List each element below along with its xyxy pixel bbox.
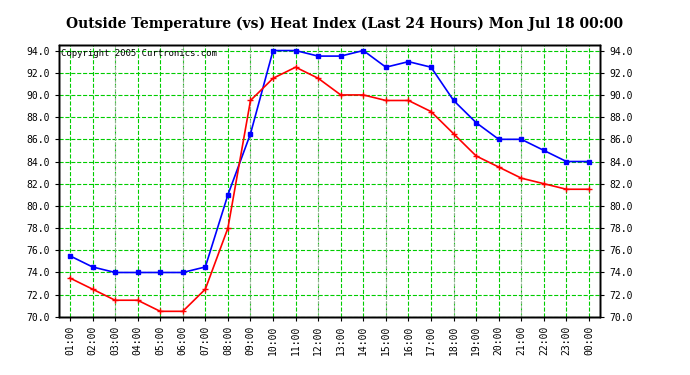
Text: Outside Temperature (vs) Heat Index (Last 24 Hours) Mon Jul 18 00:00: Outside Temperature (vs) Heat Index (Las… bbox=[66, 17, 624, 31]
Text: Copyright 2005 Curtronics.com: Copyright 2005 Curtronics.com bbox=[61, 49, 217, 58]
